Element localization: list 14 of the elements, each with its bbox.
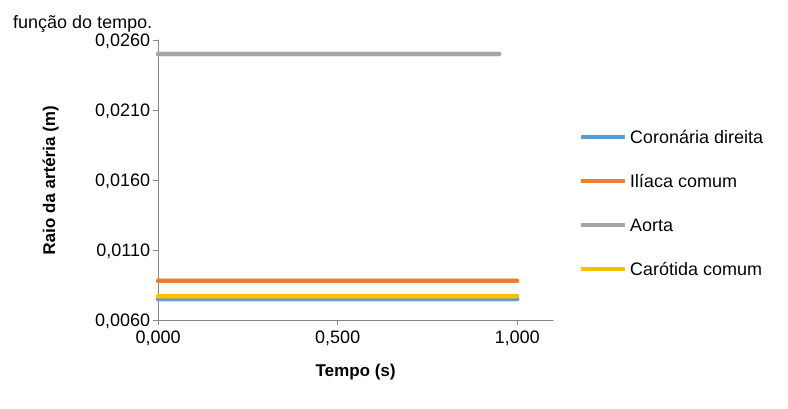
y-tick-label: 0,0160 (94, 170, 150, 190)
chart-title: função do tempo. (13, 12, 152, 32)
legend-label: Aorta (630, 215, 674, 235)
y-axis-title: Raio da artéria (m) (40, 105, 59, 255)
y-tick-label: 0,0060 (94, 310, 150, 330)
y-tick-label: 0,0110 (96, 240, 150, 260)
x-tick-label: 0,000 (135, 327, 181, 347)
x-axis-title: Tempo (s) (316, 361, 396, 380)
legend-label: Coronária direita (630, 127, 764, 147)
x-tick-label: 0,500 (315, 327, 360, 347)
x-tick-label: 1,000 (494, 327, 540, 347)
legend-label: Ilíaca comum (630, 171, 737, 191)
legend-label: Carótida comum (630, 259, 762, 279)
y-tick-label: 0,0210 (94, 100, 150, 120)
